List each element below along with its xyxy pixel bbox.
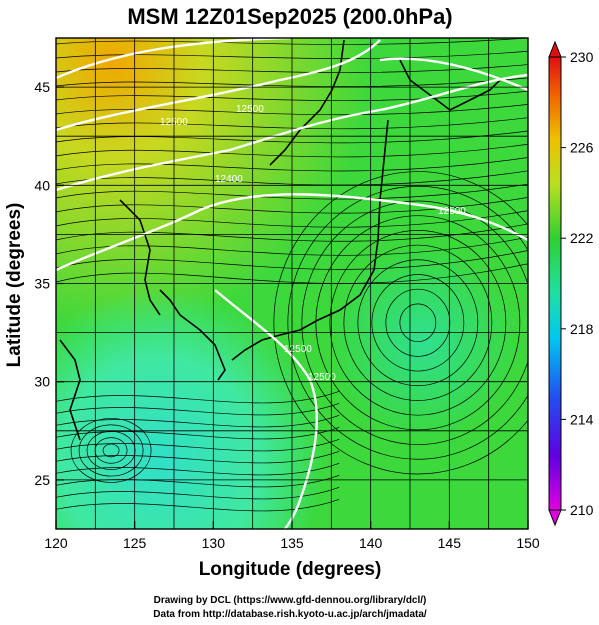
streamline xyxy=(56,104,528,116)
streamline xyxy=(315,215,521,431)
colorbar-tick-label: 226 xyxy=(570,140,594,156)
colorbar-tick-label: 230 xyxy=(570,49,594,65)
streamline xyxy=(56,77,528,87)
streamline xyxy=(56,499,340,512)
chart-title: MSM 12Z01Sep2025 (200.0hPa) xyxy=(127,4,452,29)
streamline xyxy=(56,451,340,464)
streamline xyxy=(102,443,120,458)
streamline xyxy=(56,170,528,186)
colorbar-min-arrow xyxy=(548,509,562,527)
colorbar-tick-label: 214 xyxy=(570,411,594,427)
streamline xyxy=(56,439,340,452)
y-tick-label: 45 xyxy=(34,79,50,95)
colorbar: 210 214 218 222 226 230 xyxy=(548,40,594,527)
y-axis-label: Latitude (degrees) xyxy=(4,203,25,368)
y-tick-label: 40 xyxy=(34,177,50,193)
x-tick-label: 140 xyxy=(359,535,383,551)
streamline xyxy=(56,117,528,130)
x-tick-label: 135 xyxy=(280,535,304,551)
credit-line-1: Drawing by DCL (https://www.gfd-dennou.o… xyxy=(154,595,427,606)
streamline xyxy=(56,210,528,228)
streamline xyxy=(56,487,340,500)
streamline xyxy=(56,223,528,242)
colorbar-max-arrow xyxy=(548,40,562,58)
streamline xyxy=(301,200,528,445)
x-tick-label: 150 xyxy=(516,535,540,551)
streamline xyxy=(56,38,528,45)
streamline xyxy=(343,244,493,401)
streamline xyxy=(56,403,340,416)
streamline xyxy=(56,64,528,73)
streamline xyxy=(56,415,340,428)
x-axis: 120 125 130 135 140 145 150 xyxy=(44,521,540,551)
streamline xyxy=(56,90,528,102)
streamline xyxy=(273,171,528,475)
y-axis: 25 30 35 40 45 xyxy=(34,79,64,488)
streamline xyxy=(56,130,528,144)
contour-label: 12500 xyxy=(308,372,336,383)
credit-line-2: Data from http://database.rish.kyoto-u.a… xyxy=(153,609,427,620)
x-tick-label: 145 xyxy=(438,535,462,551)
colorbar-tick-label: 210 xyxy=(570,502,594,518)
streamline xyxy=(56,236,528,256)
gridlines xyxy=(56,38,528,529)
streamline xyxy=(287,185,528,460)
streamline xyxy=(56,427,340,440)
height-contours xyxy=(56,38,528,529)
colorbar-tick-label: 222 xyxy=(570,230,594,246)
streamline xyxy=(56,157,528,172)
x-tick-label: 125 xyxy=(123,535,147,551)
x-axis-label: Longitude (degrees) xyxy=(199,559,382,580)
streamline xyxy=(56,50,528,59)
streamline xyxy=(56,143,528,158)
contour-label: 12500 xyxy=(236,104,264,115)
x-tick-label: 130 xyxy=(202,535,226,551)
contour-label: 12500 xyxy=(438,206,466,217)
streamline xyxy=(56,263,528,284)
y-tick-label: 25 xyxy=(34,472,50,488)
streamlines xyxy=(56,38,528,512)
streamline xyxy=(56,250,528,270)
streamline xyxy=(357,259,479,387)
streamline xyxy=(329,230,507,416)
contour-label: 12500 xyxy=(284,344,312,355)
streamline xyxy=(385,288,451,357)
streamline xyxy=(56,391,340,404)
streamline xyxy=(371,274,465,372)
contour-label: 12400 xyxy=(215,174,243,185)
streamline xyxy=(70,418,152,483)
y-tick-label: 30 xyxy=(34,374,50,390)
colorbar-tick-label: 218 xyxy=(570,321,594,337)
colorbar-scale xyxy=(548,56,562,511)
streamline xyxy=(78,424,144,477)
y-tick-label: 35 xyxy=(34,276,50,292)
streamline xyxy=(56,463,340,476)
streamline xyxy=(399,303,437,343)
x-tick-label: 120 xyxy=(44,535,68,551)
